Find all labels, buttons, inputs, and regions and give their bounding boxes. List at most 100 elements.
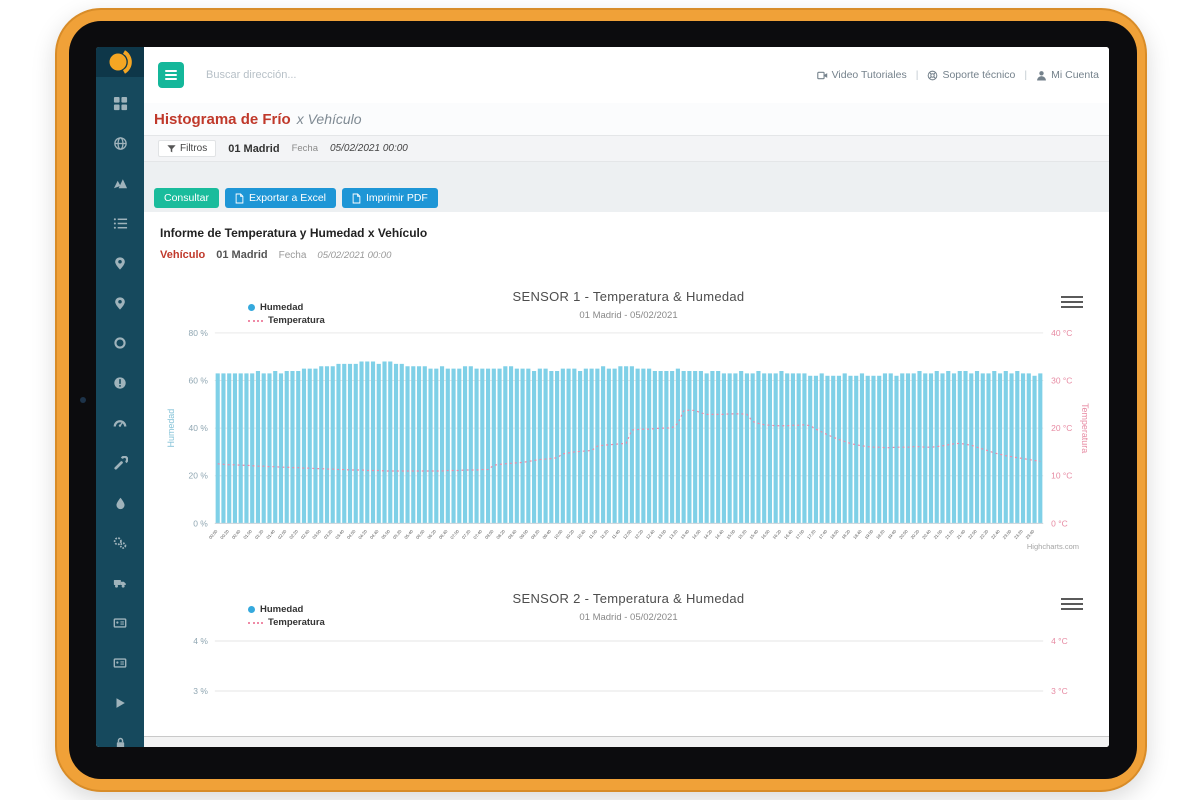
map-pin-icon[interactable] — [96, 243, 144, 283]
svg-text:00:00: 00:00 — [208, 528, 219, 540]
export-excel-button[interactable]: Exportar a Excel — [224, 188, 336, 208]
legend-item-temperatura[interactable]: Temperatura — [248, 315, 325, 326]
svg-text:09:40: 09:40 — [541, 528, 552, 540]
svg-text:00:20: 00:20 — [219, 528, 230, 540]
svg-text:10:00: 10:00 — [553, 528, 564, 540]
svg-text:15:40: 15:40 — [748, 528, 759, 540]
svg-text:12:20: 12:20 — [633, 528, 644, 540]
svg-text:11:20: 11:20 — [599, 528, 610, 540]
svg-text:06:20: 06:20 — [426, 528, 437, 540]
video-tutorials-link[interactable]: Video Tutoriales — [816, 69, 907, 81]
svg-text:04:00: 04:00 — [346, 528, 357, 540]
sidebar-nav — [96, 77, 144, 747]
chart-context-menu-icon[interactable] — [1061, 595, 1083, 613]
video-icon — [816, 71, 827, 79]
filter-date-label: Fecha — [291, 143, 318, 154]
highcharts-credit-link[interactable]: Highcharts.com — [1026, 542, 1079, 551]
legend-item-humedad[interactable]: Humedad — [248, 604, 325, 615]
svg-text:30 °C: 30 °C — [1051, 376, 1072, 386]
svg-text:02:40: 02:40 — [300, 528, 311, 540]
legend-temperatura-label: Temperatura — [268, 617, 325, 628]
page-title: Histograma de Frío — [154, 110, 291, 128]
svg-text:11:00: 11:00 — [588, 528, 599, 540]
globe-icon[interactable] — [96, 123, 144, 163]
svg-text:18:00: 18:00 — [829, 528, 840, 540]
consultar-button[interactable]: Consultar — [154, 188, 219, 208]
funnel-icon — [167, 144, 176, 152]
sensor1-chart: SENSOR 1 - Temperatura & Humedad 01 Madr… — [160, 289, 1097, 563]
filter-date-value[interactable]: 05/02/2021 00:00 — [330, 143, 408, 154]
page-subtitle: x Vehículo — [296, 111, 362, 127]
svg-text:06:00: 06:00 — [415, 528, 426, 540]
wrench-icon[interactable] — [96, 443, 144, 483]
svg-text:20 %: 20 % — [189, 471, 209, 481]
svg-text:19:00: 19:00 — [864, 528, 875, 540]
legend-item-temperatura[interactable]: Temperatura — [248, 617, 325, 628]
svg-text:21:00: 21:00 — [933, 528, 944, 540]
svg-text:4 %: 4 % — [193, 636, 208, 646]
user-icon — [1037, 70, 1047, 81]
tablet-camera-icon — [80, 397, 86, 403]
separator: | — [915, 69, 919, 81]
play-icon[interactable] — [96, 683, 144, 723]
support-link[interactable]: Soporte técnico — [927, 69, 1015, 81]
svg-text:18:20: 18:20 — [841, 528, 852, 540]
svg-text:0 °C: 0 °C — [1051, 518, 1068, 528]
my-account-link[interactable]: Mi Cuenta — [1036, 69, 1099, 81]
app-logo[interactable] — [96, 47, 144, 77]
svg-text:05:00: 05:00 — [380, 528, 391, 540]
svg-text:22:20: 22:20 — [979, 528, 990, 540]
export-excel-label: Exportar a Excel — [248, 192, 326, 204]
svg-text:19:40: 19:40 — [887, 528, 898, 540]
svg-text:09:20: 09:20 — [530, 528, 541, 540]
svg-text:17:40: 17:40 — [817, 528, 828, 540]
svg-text:19:20: 19:20 — [875, 528, 886, 540]
search-input[interactable] — [206, 69, 506, 81]
dashboard-grid-icon[interactable] — [96, 83, 144, 123]
video-tutorials-label: Video Tutoriales — [831, 69, 907, 81]
humedad-marker-icon — [248, 304, 255, 311]
menu-button[interactable] — [158, 62, 184, 88]
file-pdf-icon — [352, 193, 361, 203]
legend-item-humedad[interactable]: Humedad — [248, 302, 325, 313]
svg-text:23:20: 23:20 — [1013, 528, 1024, 540]
filter-vehicle-value[interactable]: 01 Madrid — [228, 142, 280, 155]
list-icon[interactable] — [96, 203, 144, 243]
svg-text:Humedad: Humedad — [166, 409, 176, 448]
svg-text:14:40: 14:40 — [714, 528, 725, 540]
svg-text:20:00: 20:00 — [898, 528, 909, 540]
svg-text:21:40: 21:40 — [956, 528, 967, 540]
droplet-icon[interactable] — [96, 483, 144, 523]
svg-text:09:00: 09:00 — [518, 528, 529, 540]
chart-context-menu-icon[interactable] — [1061, 293, 1083, 311]
truck-icon[interactable] — [96, 563, 144, 603]
tablet-bezel: Video Tutoriales | Soporte técnico | Mi … — [69, 21, 1137, 779]
id-card-icon[interactable] — [96, 603, 144, 643]
svg-text:15:00: 15:00 — [725, 528, 736, 540]
filters-button[interactable]: Filtros — [158, 140, 217, 157]
svg-text:20:20: 20:20 — [910, 528, 921, 540]
report-date-label: Fecha — [278, 250, 307, 261]
filter-bar: Filtros 01 Madrid Fecha 05/02/2021 00:00 — [144, 135, 1109, 162]
topbar-links: Video Tutoriales | Soporte técnico | Mi … — [816, 69, 1099, 81]
target-ring-icon[interactable] — [96, 323, 144, 363]
print-pdf-button[interactable]: Imprimir PDF — [342, 188, 438, 208]
report-heading: Informe de Temperatura y Humedad x Vehíc… — [160, 226, 428, 240]
route-icon[interactable] — [96, 163, 144, 203]
sensor2-chart-title: SENSOR 2 - Temperatura & Humedad — [512, 591, 745, 606]
alert-circle-icon[interactable] — [96, 363, 144, 403]
svg-text:17:00: 17:00 — [794, 528, 805, 540]
sensor1-legend: Humedad Temperatura — [248, 302, 325, 326]
lock-icon[interactable] — [96, 723, 144, 747]
svg-text:22:40: 22:40 — [990, 528, 1001, 540]
map-pin-alt-icon[interactable] — [96, 283, 144, 323]
svg-text:10 °C: 10 °C — [1051, 471, 1072, 481]
svg-text:21:20: 21:20 — [944, 528, 955, 540]
svg-text:22:00: 22:00 — [967, 528, 978, 540]
actions-row: Consultar Exportar a Excel Imprimir PDF — [154, 188, 1109, 208]
id-card-alt-icon[interactable] — [96, 643, 144, 683]
filters-label: Filtros — [180, 143, 208, 154]
cogs-icon[interactable] — [96, 523, 144, 563]
svg-text:05:20: 05:20 — [392, 528, 403, 540]
tachometer-icon[interactable] — [96, 403, 144, 443]
